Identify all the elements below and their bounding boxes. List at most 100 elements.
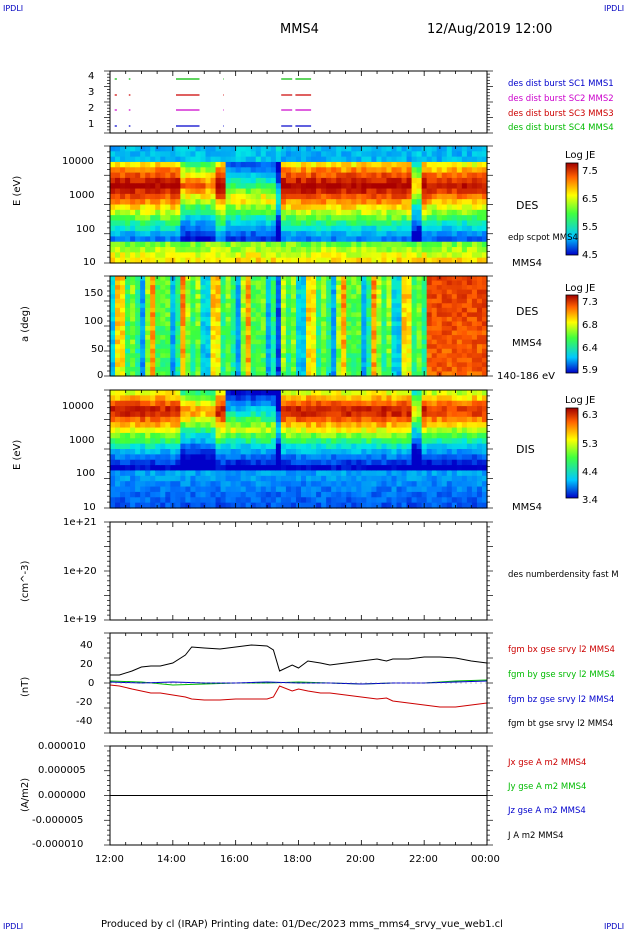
heatmap-cell [220,465,227,472]
heatmap-cell [406,316,413,323]
heatmap-cell [120,231,126,238]
heatmap-cell [426,199,433,206]
heatmap-cell [170,406,176,413]
heatmap-cell [436,307,443,313]
heatmap-cell [145,225,151,232]
heatmap-cell [200,486,207,493]
heatmap-cell [366,362,372,368]
heatmap-cell [381,241,388,248]
heatmap-cell [416,220,423,227]
heatmap-cell [361,411,367,418]
heatmap-cell [235,438,242,445]
heatmap-cell [411,459,418,466]
heatmap-cell [391,502,398,509]
heatmap-cell [230,156,237,163]
heatmap-cell [406,348,413,354]
heatmap-cell [421,357,428,363]
heatmap-cell [326,199,332,206]
heatmap-cell [135,183,141,190]
heatmap-cell [295,406,302,413]
corner-label-tr: IPDLI [604,4,625,13]
heatmap-cell [270,236,277,243]
heatmap-cell [200,400,207,407]
heatmap-cell [165,443,171,450]
heatmap-cell [321,257,327,264]
heatmap-cell [366,422,372,429]
heatmap-cell [160,416,166,423]
heatmap-cell [200,432,207,439]
heatmap-cell [316,172,322,179]
heatmap-cell [306,303,312,309]
heatmap-cell [185,183,192,190]
heatmap-cell [421,432,428,439]
heatmap-cell [260,443,267,450]
heatmap-cell [125,298,131,304]
series-line [110,644,488,676]
heatmap-cell [155,416,161,423]
heatmap-cell [441,470,448,477]
heatmap-cell [250,475,257,482]
heatmap-cell [235,353,242,359]
heatmap-cell [406,225,413,232]
heatmap-cell [205,344,212,350]
heatmap-cell [431,400,438,407]
heatmap-cell [351,167,357,174]
heatmap-cell [346,411,352,418]
heatmap-cell [155,247,161,253]
heatmap-cell [185,411,192,418]
heatmap-cell [481,188,488,195]
heatmap-cell [280,465,287,472]
heatmap-cell [295,366,302,373]
heatmap-cell [235,285,242,291]
heatmap-cell [190,335,197,341]
heatmap-cell [476,348,483,354]
heatmap-cell [240,348,247,354]
heatmap-cell [285,298,292,304]
heatmap-cell [396,344,403,350]
heatmap-cell [476,443,483,450]
heatmap-cell [225,344,232,350]
heatmap-cell [381,316,388,323]
heatmap-cell [280,316,287,323]
heatmap-cell [381,497,388,504]
heatmap-cell [441,236,448,243]
heatmap-cell [255,303,262,309]
heatmap-cell [411,344,418,350]
heatmap-cell [396,416,403,423]
heatmap-cell [461,406,468,413]
heatmap-cell [456,307,463,313]
heatmap-cell [356,465,362,472]
heatmap-cell [426,326,433,332]
heatmap-cell [245,406,252,413]
heatmap-cell [301,395,307,402]
heatmap-cell [446,298,453,304]
heatmap-cell [155,177,161,184]
heatmap-cell [481,193,488,200]
heatmap-cell [155,241,161,248]
heatmap-cell [135,491,141,498]
heatmap-cell [316,312,322,318]
heatmap-cell [411,289,418,295]
heatmap-cell [280,215,287,222]
heatmap-cell [446,438,453,445]
heatmap-cell [205,257,212,264]
heatmap-cell [195,432,202,439]
heatmap-cell [316,156,322,163]
heatmap-cell [471,321,478,327]
heatmap-cell [376,406,383,413]
heatmap-cell [461,298,468,304]
heatmap-cell [230,312,237,318]
heatmap-cell [145,161,151,168]
heatmap-cell [160,432,166,439]
heatmap-cell [361,312,367,318]
heatmap-cell [456,502,463,509]
heatmap-cell [436,289,443,295]
heatmap-cell [426,280,433,286]
heatmap-cell [260,209,267,216]
heatmap-cell [381,344,388,350]
heatmap-cell [431,348,438,354]
heatmap-cell [190,330,197,336]
heatmap-cell [441,449,448,455]
heatmap-cell [446,422,453,429]
heatmap-cell [190,289,197,295]
